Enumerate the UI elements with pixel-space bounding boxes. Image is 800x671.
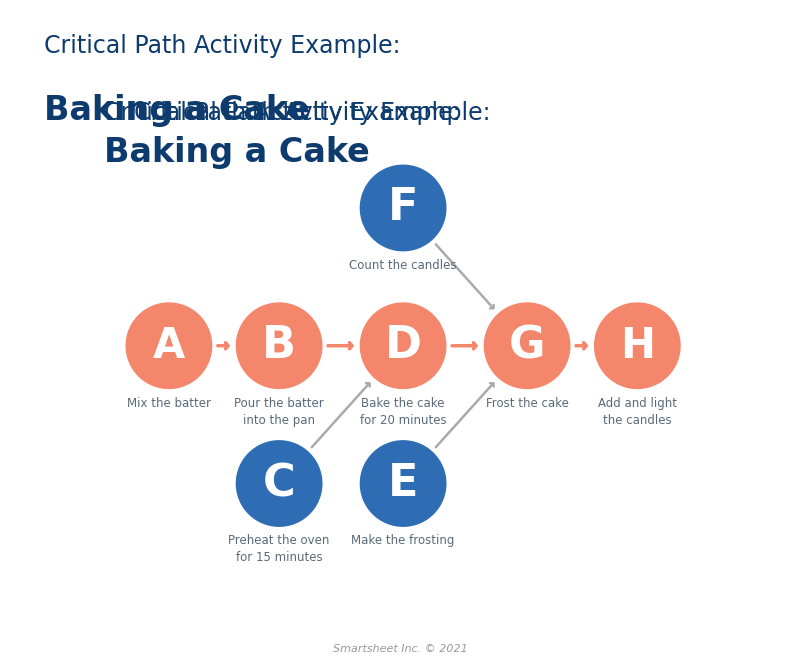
Text: A: A [153,325,185,367]
Text: Baking a Cake: Baking a Cake [44,94,310,127]
Text: Bake the cake
for 20 minutes: Bake the cake for 20 minutes [360,397,446,427]
Text: Add and light
the candles: Add and light the candles [598,397,677,427]
Text: Preheat the oven
for 15 minutes: Preheat the oven for 15 minutes [229,535,330,564]
Circle shape [126,303,212,389]
Circle shape [594,303,680,389]
Text: D: D [385,324,422,367]
Text: Smartsheet Inc. © 2021: Smartsheet Inc. © 2021 [333,644,467,654]
Text: G: G [509,324,546,367]
Circle shape [485,303,570,389]
Text: H: H [620,325,655,367]
Circle shape [361,303,446,389]
Text: Mix the batter: Mix the batter [127,397,211,410]
Text: Frost the cake: Frost the cake [486,397,569,410]
Circle shape [361,441,446,526]
Text: Critical Path Activity Example:: Critical Path Activity Example: [104,101,460,125]
Text: F: F [388,187,418,229]
Circle shape [237,441,322,526]
Text: Baking a Cake: Baking a Cake [104,136,370,168]
Text: Count the candles: Count the candles [350,259,457,272]
Text: Make the frosting: Make the frosting [351,535,454,548]
Circle shape [237,303,322,389]
Text: E: E [388,462,418,505]
Circle shape [361,165,446,251]
Text: B: B [262,324,296,367]
Text: C: C [262,462,295,505]
Text: Pour the batter
into the pan: Pour the batter into the pan [234,397,324,427]
Text: Critical Path Activity Example:: Critical Path Activity Example: [44,34,401,58]
Text: Critical Path Activity Example:: Critical Path Activity Example: [134,101,491,125]
